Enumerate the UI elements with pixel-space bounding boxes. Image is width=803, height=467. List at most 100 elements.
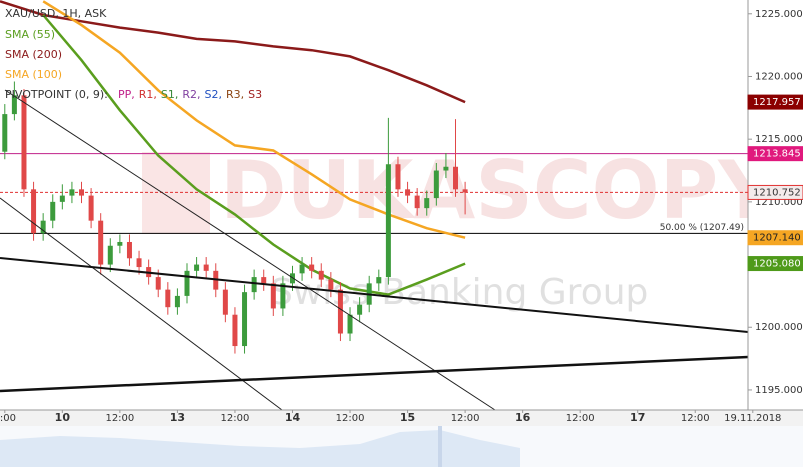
price-tag <box>747 184 803 200</box>
candle-body <box>405 189 411 196</box>
candle-body <box>453 166 459 190</box>
time-axis <box>0 410 803 426</box>
y-tick-label: 1195.000 <box>755 385 803 396</box>
plot: 50.00 % (1207.49) <box>0 0 748 354</box>
x-tick-label: 17 <box>630 411 645 424</box>
candle-body <box>79 189 85 196</box>
candle-body <box>299 264 305 274</box>
watermark-text: DUKASCOPY <box>220 144 777 237</box>
x-tick-label: 12:00 <box>336 413 365 424</box>
candle-body <box>31 189 37 234</box>
pivot-label: R3, <box>226 88 244 101</box>
candle-body <box>98 220 104 265</box>
candle-body <box>165 289 171 308</box>
price-tag-label: 1213.845 <box>753 149 801 160</box>
candle-body <box>357 304 363 315</box>
price-tag-label: 1210.752 <box>753 187 801 198</box>
candle-body <box>155 277 161 290</box>
watermark-logo <box>142 152 210 234</box>
x-tick-label: 16 <box>515 411 531 424</box>
x-tick-label: 12:00 <box>681 413 710 424</box>
price-tag-label: 1205.080 <box>753 259 801 270</box>
y-tick-label: 1215.000 <box>755 134 803 145</box>
sma-line <box>42 14 466 296</box>
candle-body <box>232 314 238 347</box>
legend-entry: SMA (200) <box>5 48 62 61</box>
y-tick-label: 1220.000 <box>755 71 803 82</box>
candle-body <box>424 198 430 209</box>
candle-body <box>261 277 267 284</box>
candle-body <box>433 170 439 199</box>
candle-body <box>21 95 27 190</box>
x-tick-label: 12:00 <box>451 413 480 424</box>
legend-entry: SMA (55) <box>5 28 55 41</box>
navigator-area <box>0 430 520 467</box>
price-tag-label: 1207.140 <box>753 233 801 244</box>
candle-body <box>385 164 391 278</box>
candle-body <box>88 195 94 221</box>
candle-body <box>270 283 276 309</box>
pivot-label: R1, <box>139 88 157 101</box>
candle-body <box>50 201 56 221</box>
trendlines <box>0 89 749 411</box>
candle-body <box>40 220 46 234</box>
candle-body <box>462 189 468 193</box>
sma-line <box>42 0 466 239</box>
candle-body <box>117 241 123 246</box>
x-tick-label: 12:00 <box>105 413 134 424</box>
candle-body <box>309 264 315 271</box>
pivot-title: PIVOTPOINT (0, 9): <box>5 88 108 101</box>
candle-body <box>318 270 324 280</box>
candle-body <box>69 189 75 196</box>
candle-body <box>443 166 449 171</box>
candle-body <box>11 95 17 115</box>
candle-body <box>395 164 401 190</box>
navigator-handle <box>438 426 442 467</box>
x-tick-label: 2:00 <box>0 413 16 424</box>
trendline <box>4 89 496 411</box>
x-tick-label: 10 <box>55 411 71 424</box>
legend: XAU/USD, 1H, ASK SMA (55) SMA (200) SMA (1… <box>5 7 262 101</box>
candle-body <box>328 279 334 290</box>
trendline <box>0 355 749 393</box>
pivot-label: R2, <box>182 88 200 101</box>
legend-entry: SMA (100) <box>5 68 62 81</box>
candle-body <box>194 264 200 271</box>
watermark: DUKASCOPY Swiss Banking Group <box>142 144 777 313</box>
x-tick-label: 19.11.2018 <box>724 413 781 424</box>
x-tick-label: 15 <box>400 411 415 424</box>
x-tick-label: 13 <box>170 411 185 424</box>
price-tag <box>747 146 803 162</box>
candle-body <box>126 241 132 259</box>
price-tag <box>747 230 803 246</box>
candle-body <box>59 195 65 202</box>
pivot-label: S3 <box>248 88 262 101</box>
y-tick-label: 1200.000 <box>755 322 803 333</box>
candle-body <box>347 314 353 334</box>
y-tick-label: 1210.000 <box>755 197 803 208</box>
candle-body <box>337 289 343 334</box>
candle-body <box>289 273 295 284</box>
level-label: 50.00 % (1207.49) <box>660 223 744 233</box>
candle-body <box>136 258 142 268</box>
candle-body <box>107 245 113 265</box>
sma-line <box>0 0 466 104</box>
price-tag-label: 1217.957 <box>753 97 801 108</box>
price-tag <box>747 256 803 272</box>
pivot-label: S2, <box>205 88 222 101</box>
price-tag <box>747 94 803 110</box>
candle-body <box>174 295 180 308</box>
candle-body <box>2 114 8 152</box>
legend-title: XAU/USD, 1H, ASK <box>5 7 107 20</box>
candle-body <box>203 264 209 271</box>
price-axis <box>748 0 803 410</box>
candle-body <box>184 270 190 296</box>
pivot-label: PP, <box>118 88 135 101</box>
candle-body <box>251 277 257 293</box>
x-tick-label: 12:00 <box>566 413 595 424</box>
x-tick-label: 12:00 <box>221 413 250 424</box>
trendline <box>0 257 749 333</box>
candle-body <box>242 292 248 347</box>
trendline <box>0 197 283 411</box>
